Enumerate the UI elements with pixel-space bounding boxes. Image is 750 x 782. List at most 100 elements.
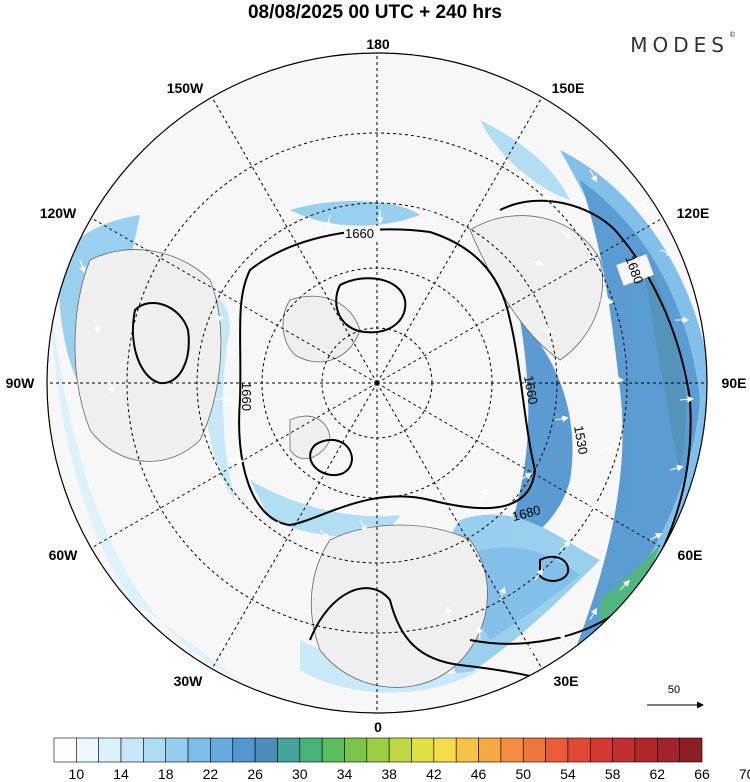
colorbar-swatch <box>277 737 301 763</box>
colorbar-swatch <box>120 737 144 763</box>
longitude-labels: 180 150E 120E 90E 60E 30E 0 30W 60W 90W … <box>6 36 747 735</box>
meridian-line <box>90 382 378 549</box>
lon-label-120w: 120W <box>40 205 77 221</box>
wind-arrow-icon <box>499 586 506 601</box>
lon-label-60e: 60E <box>678 547 703 563</box>
colorbar-swatch <box>455 737 479 763</box>
wind-arrow-icon <box>619 580 630 591</box>
lon-label-180: 180 <box>366 36 390 52</box>
wind-arrow-icon <box>539 189 550 201</box>
colorbar-swatch <box>589 737 613 763</box>
colorbar-swatch <box>299 737 323 763</box>
colorbar-tick-label: 46 <box>471 766 487 782</box>
lon-label-0: 0 <box>374 719 382 735</box>
colorbar-swatch <box>522 737 546 763</box>
wind-arrow-icon <box>589 607 598 621</box>
colorbar-tick-label: 54 <box>560 766 576 782</box>
colorbar-swatch <box>679 737 703 763</box>
landmass-siberia <box>469 215 603 361</box>
colorbar-swatch <box>143 737 167 763</box>
landmass-greenland <box>282 296 361 363</box>
wind-arrow-icon <box>679 396 695 403</box>
wind-arrow-icon <box>599 298 614 305</box>
contour-label: 1660 <box>239 382 254 411</box>
wind-arrow-icon <box>534 568 544 581</box>
contour-label: 1660 <box>345 226 374 241</box>
meridian-line <box>211 382 378 670</box>
lon-label-90e: 90E <box>722 375 747 391</box>
colorbar-tick-label: 38 <box>381 766 397 782</box>
wind-arrow-icon <box>229 457 245 464</box>
colorbar-swatch <box>187 737 211 763</box>
meridian-line <box>211 96 378 384</box>
map-title: 08/08/2025 00 UTC + 240 hrs <box>247 2 503 23</box>
wind-arrow-icon <box>79 259 86 274</box>
wind-arrow-icon <box>599 445 614 452</box>
wind-arrow-icon <box>214 396 230 403</box>
wind-arrow-icon <box>108 379 115 394</box>
colorbar-swatch <box>366 737 390 763</box>
colorbar-tick-label: 30 <box>292 766 308 782</box>
wind-arrow-icon <box>559 229 572 239</box>
colorbar-swatch <box>344 737 368 763</box>
colorbar-swatch <box>232 737 256 763</box>
wind-arrow-icon <box>528 646 535 661</box>
wind-arrow-icon <box>558 631 566 646</box>
colorbar-swatch <box>388 737 412 763</box>
colorbar: 10 14 18 22 26 30 34 38 42 46 50 54 58 62 66 70 <box>53 737 750 782</box>
wind-arrow-icon <box>519 472 533 481</box>
wind-arrow-icon <box>619 649 630 661</box>
lon-label-150w: 150W <box>167 80 204 96</box>
landmass-north-america <box>74 249 222 462</box>
colorbar-swatch <box>545 737 569 763</box>
brand-logo: MODES© <box>630 31 736 57</box>
wind-arrow-icon <box>539 327 555 334</box>
lon-label-30e: 30E <box>554 673 579 689</box>
wind-arrow-icon <box>209 315 224 322</box>
colorbar-tick-label: 18 <box>158 766 174 782</box>
colorbar-swatch <box>478 737 502 763</box>
wind-arrow-icon <box>93 319 101 334</box>
copyright-mark: © <box>729 31 736 39</box>
wind-arrow-icon <box>479 487 488 501</box>
wind-arrow-icon <box>269 519 283 528</box>
colorbar-swatch <box>634 737 658 763</box>
meridian-line <box>376 382 543 670</box>
brand-text: MODES <box>630 33 729 57</box>
colorbar-tick-label: 66 <box>694 766 710 782</box>
reference-vector: 50 <box>647 684 704 709</box>
wind-arrow-icon <box>554 415 569 422</box>
meridian-line <box>376 382 664 549</box>
colorbar-tick-label: 62 <box>650 766 666 782</box>
contour-label: 1680 <box>510 502 542 524</box>
wind-arrow-icon <box>476 625 483 641</box>
wind-arrow-icon <box>669 464 684 472</box>
colorbar-swatch <box>210 737 234 763</box>
contour-closed-low-atlantic <box>309 438 354 477</box>
longitude-grid <box>47 53 707 713</box>
colorbar-tick-label: 10 <box>69 766 85 782</box>
colorbar-swatch <box>433 737 457 763</box>
colorbar-tick-label: 42 <box>426 766 442 782</box>
wind-arrow-icon <box>649 532 663 541</box>
meridian-line <box>376 217 664 384</box>
colorbar-swatch <box>567 737 591 763</box>
lon-label-60w: 60W <box>49 547 79 563</box>
wind-arrow-icon <box>529 259 544 266</box>
meridian-line <box>90 217 378 384</box>
wind-arrow-icon <box>359 519 368 533</box>
wind-arrow-icon <box>445 606 452 621</box>
lon-label-120e: 120E <box>677 205 710 221</box>
wind-arrow-icon <box>428 209 435 224</box>
colorbar-swatch <box>98 737 122 763</box>
map-disc: 1660 1680 1660 1660 1530 1680 <box>47 53 707 713</box>
lon-label-30w: 30W <box>174 673 204 689</box>
meridian-line <box>376 96 543 384</box>
colorbar-tick-label: 26 <box>247 766 263 782</box>
wind-arrow-icon <box>325 214 332 229</box>
contour-closed-low-pole <box>335 277 407 334</box>
wind-arrow-icon <box>559 540 571 551</box>
colorbar-swatch <box>411 737 435 763</box>
contour-closed-low-west <box>131 301 190 385</box>
